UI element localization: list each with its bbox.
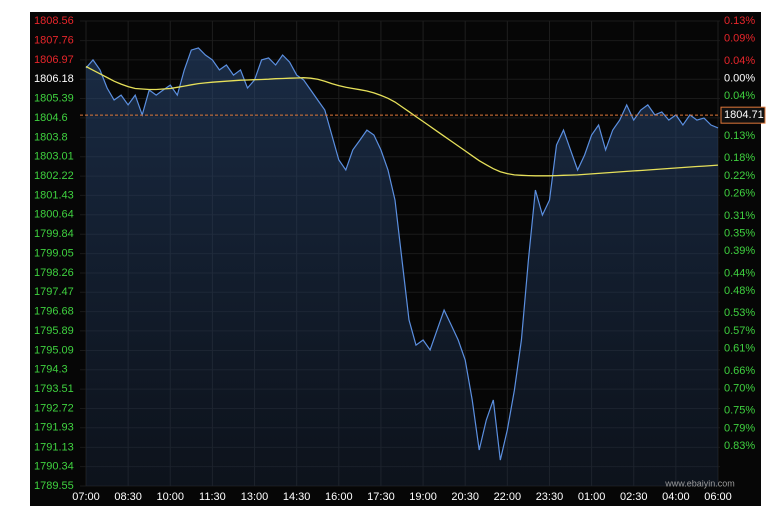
y2-tick-label: 0.48% — [724, 285, 755, 297]
y-tick-label: 1799.84 — [34, 228, 74, 240]
y2-tick-label: 0.26% — [724, 188, 755, 200]
area-fill — [86, 47, 718, 487]
series-line — [85, 47, 719, 461]
y2-tick-label: 0.75% — [724, 405, 755, 417]
x-tick-label: 17:30 — [367, 491, 395, 503]
y-tick-label: 1802.22 — [34, 170, 74, 182]
y2-tick-label: 0.39% — [724, 245, 755, 257]
y-tick-label: 1808.56 — [34, 15, 74, 27]
last-price-box — [720, 106, 766, 124]
x-tick-label: 07:00 — [72, 491, 100, 503]
y-tick-label: 1799.05 — [34, 248, 74, 260]
y-tick-label: 1801.43 — [34, 189, 74, 201]
y-tick-label: 1797.47 — [34, 286, 74, 298]
x-tick-label: 23:30 — [536, 491, 564, 503]
last-price-label: 1804.71 — [724, 109, 764, 121]
x-tick-label: 13:00 — [241, 491, 269, 503]
y2-tick-label: 0.66% — [724, 365, 755, 377]
y-tick-label: 1807.76 — [34, 34, 74, 46]
y-tick-label: 1795.09 — [34, 344, 74, 356]
y2-tick-label: 0.04% — [724, 90, 755, 102]
y-tick-label: 1806.97 — [34, 54, 74, 66]
y-tick-label: 1796.68 — [34, 306, 74, 318]
y-tick-label: 1803.8 — [34, 131, 68, 143]
y-tick-label: 1804.6 — [34, 112, 68, 124]
y-tick-label: 1793.51 — [34, 383, 74, 395]
series-line — [85, 65, 719, 177]
y-tick-label: 1789.55 — [34, 480, 74, 492]
x-tick-label: 11:30 — [199, 491, 226, 503]
y2-tick-label: 0.70% — [724, 382, 755, 394]
y-tick-label: 1806.18 — [34, 73, 74, 85]
plot — [80, 47, 720, 487]
y-tick-label: 1803.01 — [34, 151, 74, 163]
y2-tick-label: 0.13% — [724, 130, 755, 142]
y-tick-label: 1805.39 — [34, 92, 74, 104]
x-tick-label: 04:00 — [662, 491, 690, 503]
y2-tick-label: 0.44% — [724, 267, 755, 279]
y2-tick-label: 0.31% — [724, 210, 755, 222]
labels: 1808.56 1807.76 1806.97 1806.18 1805.39 1804.… — [34, 15, 766, 503]
y-tick-label: 1798.26 — [34, 267, 74, 279]
x-tick-label: 22:00 — [494, 491, 522, 503]
y2-tick-label: 0.13% — [724, 15, 755, 27]
y-tick-label: 1794.3 — [34, 364, 68, 376]
x-tick-label: 10:00 — [157, 491, 185, 503]
y2-tick-label: 0.35% — [724, 227, 755, 239]
y-tick-label: 1792.72 — [34, 402, 74, 414]
x-tick-label: 01:00 — [578, 491, 606, 503]
y2-tick-label: 0.00% — [724, 72, 755, 84]
y2-tick-label: 0.22% — [724, 170, 755, 182]
y2-tick-label: 0.57% — [724, 325, 755, 337]
y-tick-label: 1791.93 — [34, 422, 74, 434]
y2-tick-label: 0.83% — [724, 440, 755, 452]
x-tick-label: 08:30 — [114, 491, 142, 503]
x-tick-label: 16:00 — [325, 491, 353, 503]
x-tick-label: 02:30 — [620, 491, 648, 503]
y2-tick-label: 0.09% — [724, 33, 755, 45]
y-tick-label: 1800.64 — [34, 209, 74, 221]
y2-tick-label: 0.18% — [724, 152, 755, 164]
y-tick-label: 1790.34 — [34, 461, 74, 473]
x-tick-label: 20:30 — [451, 491, 479, 503]
x-tick-label: 14:30 — [283, 491, 311, 503]
y-tick-label: 1795.89 — [34, 325, 74, 337]
y2-tick-label: 0.61% — [724, 343, 755, 355]
y2-tick-label: 0.53% — [724, 307, 755, 319]
y2-tick-label: 0.04% — [724, 55, 755, 67]
y2-tick-label: 0.79% — [724, 422, 755, 434]
x-tick-label: 19:00 — [409, 491, 437, 503]
y-tick-label: 1791.13 — [34, 441, 74, 453]
watermark: www.ebaiyin.com — [664, 478, 735, 488]
x-tick-label: 06:00 — [704, 491, 732, 503]
